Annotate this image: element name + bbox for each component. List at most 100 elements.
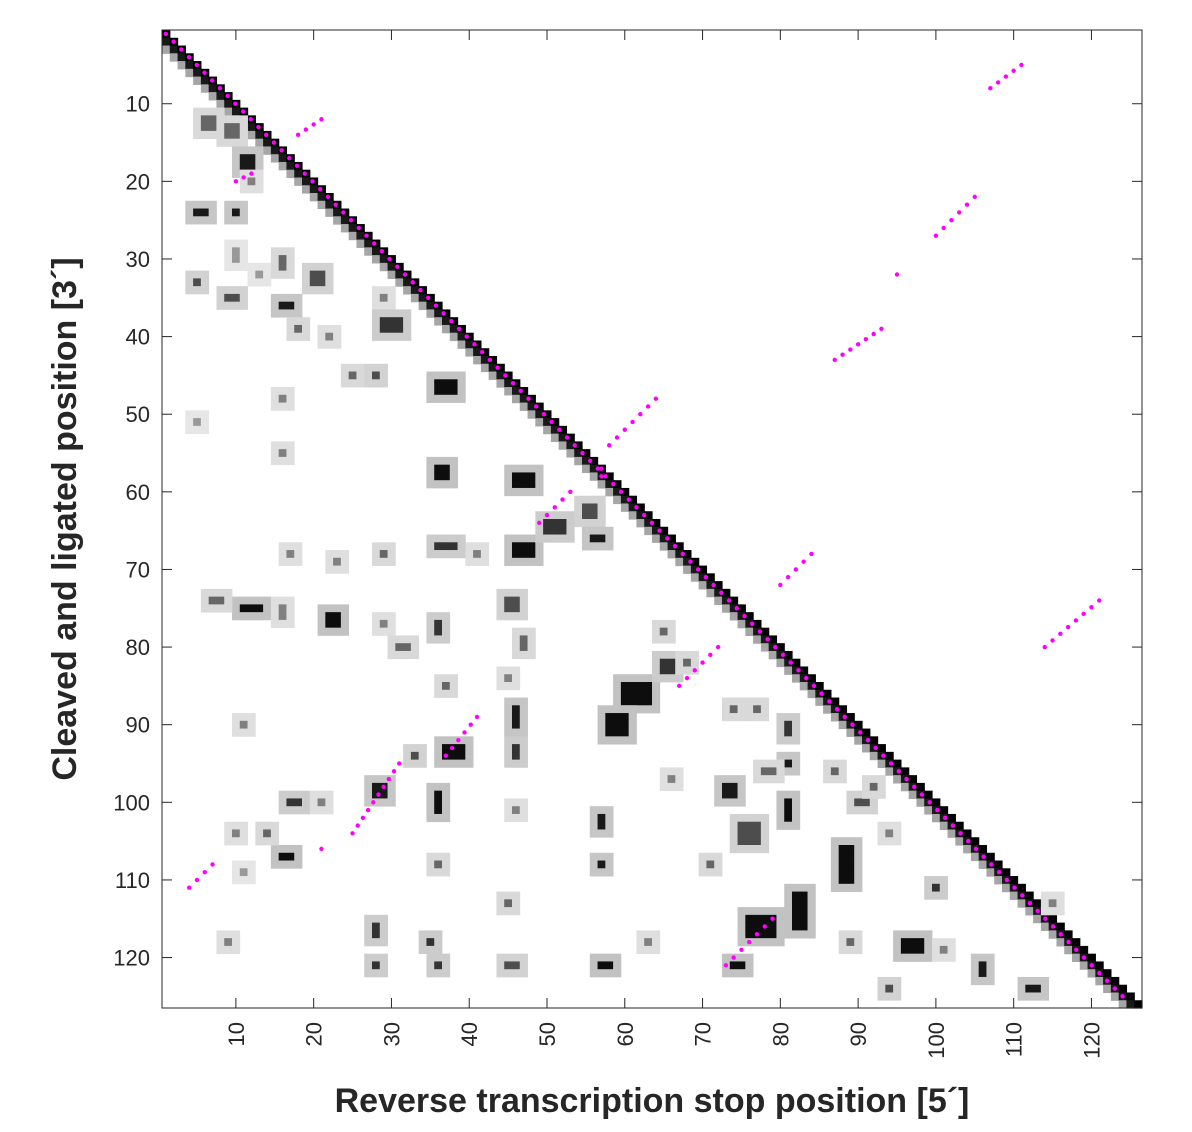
heatmap-halo-cell	[589, 542, 598, 551]
heatmap-halo-cell	[504, 472, 513, 481]
heatmap-halo-cell	[442, 627, 451, 636]
diagonal-cell	[294, 177, 303, 186]
heatmap-halo-cell	[823, 775, 832, 784]
heatmap-cell	[792, 914, 801, 924]
overlay-dot	[966, 838, 971, 844]
diagonal-cell	[177, 53, 186, 62]
overlay-dot	[1020, 893, 1025, 898]
diagonal-cell	[768, 650, 778, 660]
overlay-dot	[688, 559, 693, 564]
diagonal-cell	[986, 868, 995, 877]
heatmap-halo-cell	[263, 596, 272, 605]
heatmap-halo-cell	[224, 604, 233, 613]
heatmap-halo-cell	[239, 177, 248, 186]
heatmap-halo-cell	[659, 767, 668, 776]
overlay-dot	[927, 800, 932, 805]
heatmap-halo-cell	[737, 907, 746, 916]
heatmap-halo-cell	[395, 650, 404, 660]
heatmap-cell	[799, 891, 808, 900]
heatmap-halo-cell	[854, 860, 863, 869]
heatmap-halo-cell	[379, 542, 388, 551]
overlay-dot	[638, 412, 643, 417]
heatmap-halo-cell	[325, 262, 334, 272]
heatmap-cell	[932, 883, 941, 892]
heatmap-cell	[760, 930, 770, 939]
heatmap-halo-cell	[729, 798, 738, 807]
heatmap-cell	[605, 728, 614, 737]
heatmap-halo-cell	[270, 612, 280, 621]
heatmap-halo-cell	[442, 674, 451, 683]
heatmap-halo-cell	[302, 790, 311, 799]
heatmap-cell	[768, 922, 777, 931]
heatmap-halo-cell	[830, 883, 840, 892]
heatmap-halo-cell	[792, 728, 801, 737]
diagonal-cell	[200, 84, 210, 93]
overlay-dot	[942, 815, 948, 821]
heatmap-halo-cell	[869, 790, 878, 799]
heatmap-halo-cell	[512, 969, 521, 978]
heatmap-halo-cell	[535, 557, 544, 566]
overlay-dot	[809, 551, 814, 557]
heatmap-cell	[589, 511, 598, 520]
heatmap-halo-cell	[325, 270, 334, 279]
diagonal-cell	[566, 433, 575, 442]
diagonal-cell	[916, 798, 925, 807]
heatmap-cell	[768, 930, 777, 939]
heatmap-cell	[512, 961, 521, 970]
heatmap-halo-cell	[722, 798, 731, 807]
heatmap-cell	[232, 255, 241, 264]
overlay-dot	[233, 101, 238, 106]
diagonal-cell	[737, 612, 746, 621]
heatmap-cell	[512, 480, 521, 489]
heatmap-halo-cell	[690, 650, 700, 660]
heatmap-halo-cell	[737, 798, 746, 807]
diagonal-cell	[325, 200, 334, 210]
heatmap-cell	[224, 293, 233, 303]
heatmap-halo-cell	[830, 860, 840, 869]
overlay-dot	[1011, 68, 1016, 73]
heatmap-halo-cell	[247, 146, 256, 155]
heatmap-halo-cell	[449, 371, 458, 380]
heatmap-halo-cell	[426, 806, 435, 815]
heatmap-halo-cell	[379, 363, 388, 372]
heatmap-halo-cell	[706, 852, 715, 861]
heatmap-halo-cell	[683, 650, 692, 660]
heatmap-halo-cell	[333, 627, 342, 636]
heatmap-halo-cell	[302, 278, 311, 287]
heatmap-halo-cell	[449, 464, 458, 473]
heatmap-halo-cell	[924, 938, 933, 947]
heatmap-cell	[434, 798, 443, 807]
heatmap-halo-cell	[239, 837, 248, 846]
heatmap-halo-cell	[504, 744, 513, 753]
heatmap-cell	[239, 161, 248, 171]
heatmap-halo-cell	[729, 697, 738, 706]
heatmap-halo-cell	[340, 565, 350, 574]
x-tick-label: 40	[457, 1022, 482, 1046]
overlay-dot	[1097, 970, 1102, 976]
heatmap-halo-cell	[737, 697, 746, 706]
heatmap-halo-cell	[504, 666, 513, 675]
heatmap-halo-cell	[970, 961, 980, 970]
heatmap-halo-cell	[519, 713, 528, 722]
overlay-dot	[642, 512, 647, 518]
heatmap-cell	[442, 472, 451, 481]
heatmap-halo-cell	[426, 813, 435, 823]
heatmap-halo-cell	[885, 992, 894, 1001]
heatmap-halo-cell	[877, 837, 886, 846]
overlay-dot	[549, 419, 554, 425]
heatmap-halo-cell	[232, 713, 241, 722]
heatmap-cell	[916, 945, 925, 955]
heatmap-halo-cell	[224, 115, 233, 124]
heatmap-cell	[247, 154, 256, 163]
overlay-dot	[233, 179, 239, 184]
heatmap-halo-cell	[403, 744, 412, 753]
heatmap-halo-cell	[434, 480, 443, 489]
overlay-dot	[614, 435, 620, 440]
heatmap-halo-cell	[372, 798, 381, 807]
overlay-dot	[295, 132, 301, 137]
heatmap-cell	[208, 115, 217, 124]
heatmap-cell	[224, 130, 233, 140]
overlay-dot	[595, 466, 601, 471]
heatmap-cell	[286, 550, 295, 559]
heatmap-cell	[216, 596, 225, 605]
